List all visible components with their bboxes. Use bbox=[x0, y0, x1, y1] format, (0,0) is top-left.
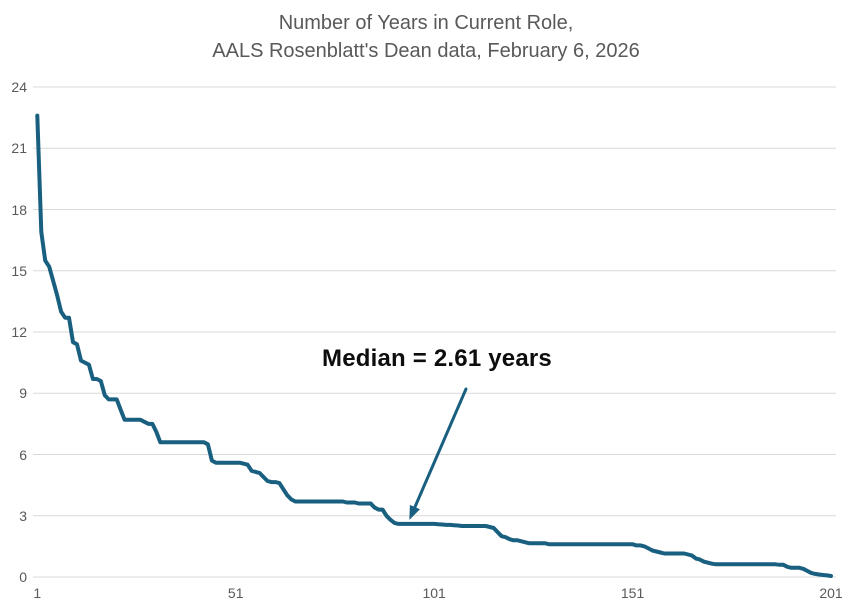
x-axis-tick-label: 151 bbox=[620, 585, 645, 601]
x-axis-tick-label: 51 bbox=[227, 585, 244, 601]
y-axis-tick-label: 15 bbox=[11, 262, 27, 279]
median-arrow-head-icon bbox=[409, 504, 420, 520]
x-axis-tick-label: 201 bbox=[819, 585, 843, 601]
gridlines bbox=[33, 86, 836, 578]
median-annotation: Median = 2.61 years bbox=[322, 345, 552, 372]
y-axis-tick-label: 18 bbox=[11, 201, 27, 218]
y-axis-tick-label: 9 bbox=[19, 385, 27, 402]
y-axis-tick-label: 3 bbox=[19, 507, 27, 524]
x-axis-tick-label: 101 bbox=[422, 585, 446, 601]
x-axis-tick-label: 1 bbox=[33, 585, 42, 601]
chart-title-line1: Number of Years in Current Role, bbox=[278, 12, 574, 34]
median-arrow-shaft bbox=[411, 387, 468, 514]
y-axis-tick-label: 21 bbox=[11, 140, 27, 157]
y-axis-tick-label: 12 bbox=[11, 324, 27, 340]
y-axis-tick-label: 24 bbox=[11, 79, 27, 95]
y-axis-tick-label: 6 bbox=[19, 446, 27, 463]
data-line bbox=[35, 113, 833, 578]
y-axis-tick-label: 0 bbox=[19, 569, 27, 585]
chart-title-line2: AALS Rosenblatt's Dean data, February 6,… bbox=[212, 40, 640, 62]
